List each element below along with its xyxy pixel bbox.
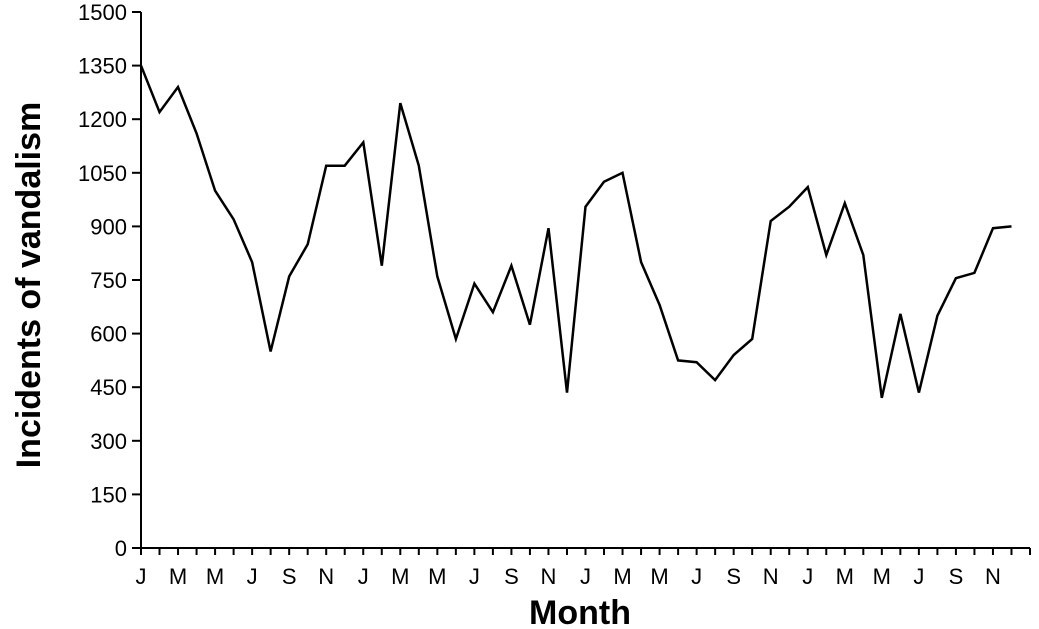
x-tick-label: J: [469, 564, 480, 589]
x-tick-label: N: [318, 564, 334, 589]
y-tick-label: 300: [90, 429, 127, 454]
y-tick-label: 450: [90, 375, 127, 400]
series-layer: [139, 65, 1012, 399]
x-tick-label: N: [985, 564, 1001, 589]
y-axis-title: Incidents of vandalism: [10, 102, 48, 469]
y-tick-label: 900: [90, 214, 127, 239]
x-tick-label: M: [873, 564, 891, 589]
x-tick-label: M: [428, 564, 446, 589]
x-tick-label: N: [763, 564, 779, 589]
x-tick-label: S: [282, 564, 297, 589]
y-tick-label: 600: [90, 322, 127, 347]
y-tick-label: 150: [90, 482, 127, 507]
x-tick-label: M: [206, 564, 224, 589]
x-tick-label: M: [836, 564, 854, 589]
x-tick-label: S: [726, 564, 741, 589]
x-tick-label: S: [949, 564, 964, 589]
x-axis-title: Month: [529, 594, 631, 629]
y-tick-label: 0: [115, 536, 127, 561]
x-tick-label: J: [358, 564, 369, 589]
x-tick-label: S: [504, 564, 519, 589]
y-tick-label: 1050: [78, 161, 127, 186]
x-tick-label: J: [580, 564, 591, 589]
x-tick-label: J: [247, 564, 258, 589]
x-tick-label: J: [136, 564, 147, 589]
y-tick-label: 750: [90, 268, 127, 293]
x-tick-label: J: [913, 564, 924, 589]
x-tick-label: M: [650, 564, 668, 589]
y-tick-label: 1350: [78, 54, 127, 79]
x-tick-label: M: [169, 564, 187, 589]
x-tick-label: J: [691, 564, 702, 589]
x-tick-label: M: [613, 564, 631, 589]
y-axis: 0 150 300 450 600 750 900 1050 1200 1350 1500: [78, 0, 142, 561]
y-tick-label: 1200: [78, 107, 127, 132]
x-tick-label: M: [391, 564, 409, 589]
series-line: [139, 65, 1012, 399]
x-tick-label: N: [541, 564, 557, 589]
x-tick-label: J: [802, 564, 813, 589]
y-tick-label: 1500: [78, 0, 127, 25]
